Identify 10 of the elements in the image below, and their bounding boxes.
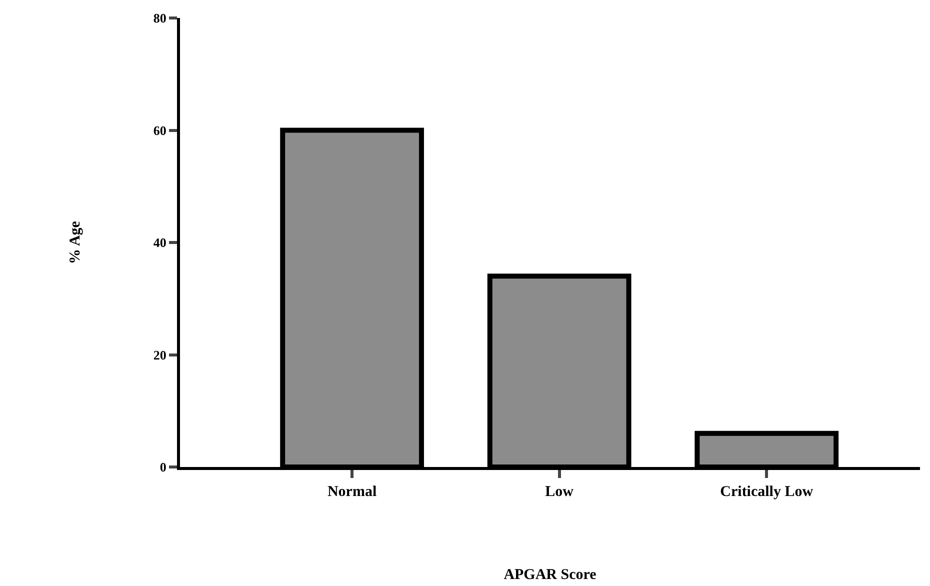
- x-tick-label: Normal: [327, 484, 377, 500]
- y-tick-label: 40: [153, 235, 166, 250]
- x-tick-label: Low: [545, 484, 574, 500]
- y-tick-label: 60: [153, 122, 166, 138]
- y-tick-label: 80: [153, 10, 166, 26]
- y-axis-title: % Age: [68, 220, 84, 264]
- y-tick-label: 0: [160, 460, 166, 475]
- y-tick-label: 20: [153, 347, 166, 362]
- x-tick-label: Critically Low: [720, 484, 814, 500]
- x-axis-title: APGAR Score: [504, 567, 597, 583]
